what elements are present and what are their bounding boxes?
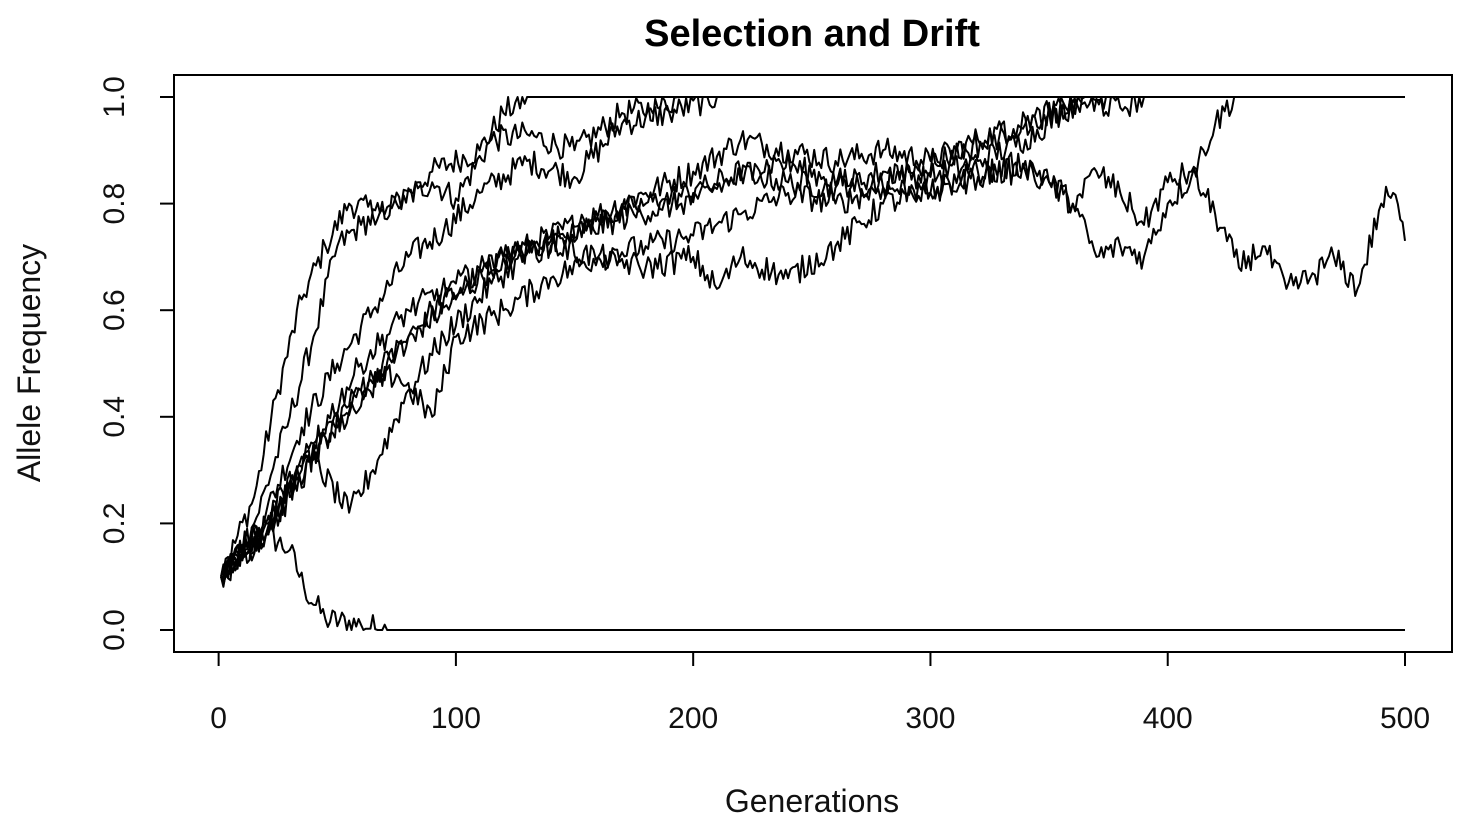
series-line-5: [220, 96, 1405, 584]
x-tick-label: 0: [210, 702, 227, 735]
x-axis: 0 100 200 300 400 500: [210, 651, 1430, 735]
y-tick-label: 0.0: [98, 609, 131, 651]
x-tick-label: 200: [668, 702, 718, 735]
y-tick-label: 1.0: [98, 76, 131, 118]
x-tick-label: 100: [431, 702, 481, 735]
series-line-2: [221, 96, 1405, 578]
x-axis-label: Generations: [725, 783, 899, 819]
chart-title: Selection and Drift: [644, 13, 980, 55]
series-line-4: [220, 96, 1405, 586]
series-line-9: [220, 157, 1406, 578]
x-tick-label: 300: [905, 702, 955, 735]
y-tick-label: 0.2: [98, 503, 131, 545]
series-line-3: [220, 96, 1405, 577]
series-line-1: [220, 526, 1405, 631]
y-tick-label: 0.4: [98, 396, 131, 438]
series-line-6: [220, 96, 1405, 581]
series-line-7: [220, 96, 1405, 588]
series-line-8: [220, 96, 1405, 578]
y-tick-label: 0.8: [98, 183, 131, 225]
x-tick-label: 500: [1380, 702, 1430, 735]
y-tick-label: 0.6: [98, 289, 131, 331]
x-tick-label: 400: [1143, 702, 1193, 735]
y-axis-label: Allele Frequency: [11, 244, 47, 482]
y-axis: 0.0 0.2 0.4 0.6 0.8 1.0: [98, 76, 175, 651]
series-group: [220, 96, 1406, 631]
